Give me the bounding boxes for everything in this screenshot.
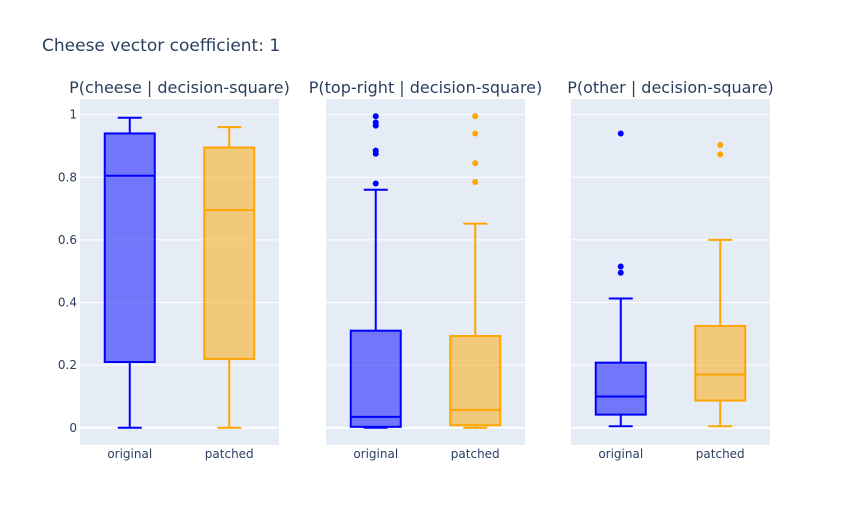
y-tick-label: 0.8 <box>58 170 77 184</box>
box-patched <box>449 113 502 429</box>
iqr-box <box>203 146 256 360</box>
x-tick-label: original <box>598 447 643 461</box>
x-tick-label: original <box>107 447 152 461</box>
box-original <box>103 116 156 429</box>
outlier-point <box>472 113 479 120</box>
iqr-box <box>594 361 647 416</box>
y-tick-label: 0.6 <box>58 233 77 247</box>
box-marks[interactable] <box>103 116 256 429</box>
outlier-point <box>372 180 379 187</box>
iqr-box <box>349 329 402 428</box>
outlier-point <box>617 130 624 137</box>
y-tick-label: 0.2 <box>58 358 77 372</box>
box-marks[interactable] <box>349 113 502 429</box>
y-tick-label: 0 <box>69 421 77 435</box>
outlier-point <box>372 113 379 120</box>
outlier-point <box>617 269 624 276</box>
x-axis[interactable]: original patched <box>353 447 499 461</box>
iqr-box <box>103 132 156 364</box>
box-marks[interactable] <box>594 130 747 428</box>
box-original <box>594 130 647 428</box>
outlier-point <box>372 147 379 154</box>
y-tick-label: 0.4 <box>58 296 77 310</box>
outlier-point <box>472 178 479 185</box>
iqr-box <box>449 335 502 427</box>
box-patched <box>203 126 256 429</box>
outlier-point <box>372 119 379 126</box>
outlier-point <box>717 142 724 149</box>
iqr-box <box>694 325 747 402</box>
chart-title: Cheese vector coefficient: 1 <box>42 36 280 56</box>
subplot-cheese: P(cheese | decision-square) 0 0.2 0.4 0.6 0.… <box>58 78 290 461</box>
x-tick-label: patched <box>451 447 500 461</box>
x-axis[interactable]: original patched <box>598 447 744 461</box>
subplot-title: P(cheese | decision-square) <box>69 78 290 97</box>
y-tick-label: 1 <box>69 108 77 122</box>
x-tick-label: original <box>353 447 398 461</box>
outlier-point <box>717 151 724 158</box>
box-patched <box>694 142 747 428</box>
outlier-point <box>472 160 479 167</box>
subplot-other: P(other | decision-square) original patc… <box>567 78 774 461</box>
x-tick-label: patched <box>205 447 254 461</box>
subplot-title: P(other | decision-square) <box>567 78 774 97</box>
x-axis[interactable]: original patched <box>107 447 253 461</box>
outlier-point <box>617 263 624 270</box>
box-original <box>349 113 402 429</box>
x-tick-label: patched <box>696 447 745 461</box>
subplot-top-right: P(top-right | decision-square) original … <box>309 78 543 461</box>
outlier-point <box>472 130 479 137</box>
y-axis[interactable]: 0 0.2 0.4 0.6 0.8 1 <box>58 108 77 435</box>
subplot-title: P(top-right | decision-square) <box>309 78 543 97</box>
